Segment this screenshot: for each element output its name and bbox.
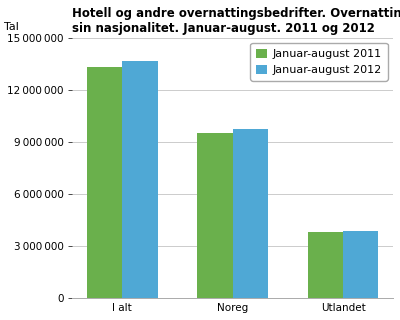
Legend: Januar-august 2011, Januar-august 2012: Januar-august 2011, Januar-august 2012 xyxy=(250,43,388,81)
Bar xyxy=(122,61,158,298)
Bar xyxy=(87,67,122,298)
Bar xyxy=(233,129,268,298)
Text: Tal: Tal xyxy=(4,22,19,32)
Bar xyxy=(198,133,233,298)
Text: Hotell og andre overnattingsbedrifter. Overnattingar, etter gjestene
sin nasjona: Hotell og andre overnattingsbedrifter. O… xyxy=(72,7,400,35)
Bar xyxy=(308,232,343,298)
Bar xyxy=(343,231,378,298)
